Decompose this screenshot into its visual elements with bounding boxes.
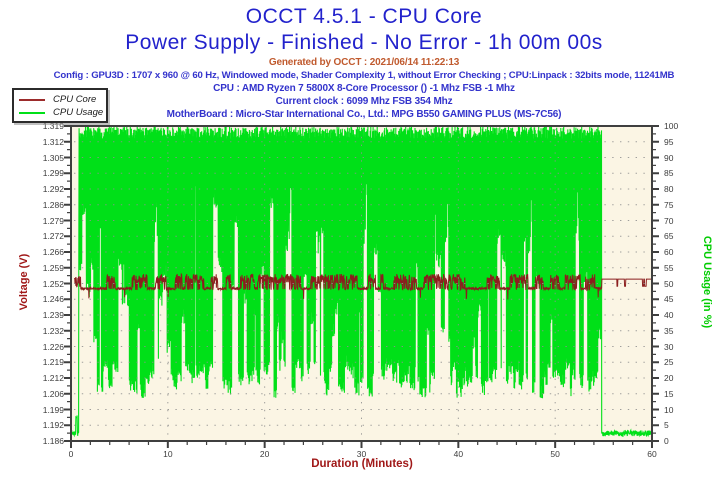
- y-left-tick-label: 1.279: [42, 215, 64, 226]
- cpu-line: CPU : AMD Ryzen 7 5800X 8-Core Processor…: [213, 83, 515, 94]
- y-right-tick-label: 80: [664, 184, 674, 194]
- y-left-tick-label: 1.286: [42, 199, 64, 210]
- y-right-tick-label: 45: [664, 294, 674, 305]
- y-left-tick-label: 1.186: [42, 436, 64, 446]
- cpu-usage-line-swatch: [19, 111, 45, 114]
- y-right-tick-label: 0: [664, 436, 669, 446]
- x-tick-label: 30: [356, 449, 367, 459]
- legend-item-cpu-core: CPU Core: [14, 93, 106, 106]
- y-right-tick-label: 50: [664, 278, 674, 289]
- y-right-tick-label: 20: [664, 373, 674, 383]
- y-right-tick-label: 100: [664, 121, 679, 131]
- y-left-tick-label: 1.192: [42, 420, 64, 431]
- y-right-tick-label: 40: [664, 310, 674, 320]
- x-axis-title: Duration (Minutes): [311, 458, 413, 470]
- report-subtitle: Power Supply - Finished - No Error - 1h …: [125, 31, 603, 54]
- y-left-tick-label: 1.305: [42, 152, 64, 163]
- y-left-tick-label: 1.246: [42, 294, 64, 305]
- y-right-tick-label: 65: [664, 231, 674, 242]
- y-left-tick-label: 1.226: [42, 341, 64, 352]
- legend: CPU Core CPU Usage: [12, 88, 108, 123]
- motherboard-line: MotherBoard : Micro-Star International C…: [166, 109, 562, 120]
- y-left-tick-label: 1.259: [42, 262, 64, 273]
- y-left-tick-label: 1.212: [42, 373, 64, 383]
- cpu-core-line-swatch: [19, 98, 45, 101]
- y-left-tick-label: 1.272: [42, 231, 64, 242]
- x-tick-label: 10: [163, 449, 173, 459]
- y-right-tick-label: 5: [664, 420, 669, 431]
- y-right-tick-label: 15: [664, 388, 674, 399]
- y-right-tick-label: 60: [664, 247, 674, 257]
- x-tick-label: 20: [259, 449, 270, 459]
- y-right-tick-label: 35: [664, 325, 674, 336]
- x-tick-label: 0: [68, 449, 74, 459]
- y-left-tick-label: 1.292: [42, 184, 64, 194]
- y-left-tick-label: 1.266: [42, 247, 64, 257]
- y-axis-right-title: CPU Usage (in %): [701, 235, 713, 329]
- y-left-tick-label: 1.319: [42, 121, 64, 131]
- x-tick-label: 60: [647, 449, 657, 459]
- y-left-tick-label: 1.206: [42, 388, 64, 399]
- y-left-tick-label: 1.312: [42, 136, 64, 147]
- legend-label-cpu-core: CPU Core: [53, 94, 97, 105]
- y-right-tick-label: 90: [664, 152, 674, 163]
- y-right-tick-label: 70: [664, 215, 674, 226]
- y-right-tick-label: 30: [664, 341, 674, 352]
- y-left-tick-label: 1.199: [42, 404, 64, 415]
- generated-by-line: Generated by OCCT : 2021/06/14 11:22:13: [268, 57, 460, 68]
- y-right-tick-label: 85: [664, 168, 674, 179]
- y-left-tick-label: 1.299: [42, 168, 64, 179]
- y-left-tick-label: 1.219: [42, 357, 64, 368]
- x-tick-label: 40: [453, 449, 464, 459]
- config-line: Config : GPU3D : 1707 x 960 @ 60 Hz, Win…: [53, 70, 675, 81]
- legend-label-cpu-usage: CPU Usage: [53, 107, 104, 118]
- report-title: OCCT 4.5.1 - CPU Core: [245, 5, 483, 28]
- legend-item-cpu-usage: CPU Usage: [14, 106, 106, 119]
- y-left-tick-label: 1.252: [42, 278, 64, 289]
- y-right-tick-label: 95: [664, 136, 674, 147]
- y-left-tick-label: 1.232: [42, 325, 64, 336]
- y-left-tick-label: 1.239: [42, 310, 64, 320]
- cpu-core-series-line: [73, 272, 652, 300]
- current-clock-line: Current clock : 6099 Mhz FSB 354 Mhz: [275, 96, 453, 107]
- cpu-usage-series-line: [70, 125, 653, 438]
- y-right-tick-label: 25: [664, 357, 674, 368]
- y-right-tick-label: 55: [664, 262, 674, 273]
- y-right-tick-label: 75: [664, 199, 674, 210]
- x-tick-label: 50: [550, 449, 560, 459]
- y-axis-left-title: Voltage (V): [18, 253, 30, 311]
- y-right-tick-label: 10: [664, 404, 674, 415]
